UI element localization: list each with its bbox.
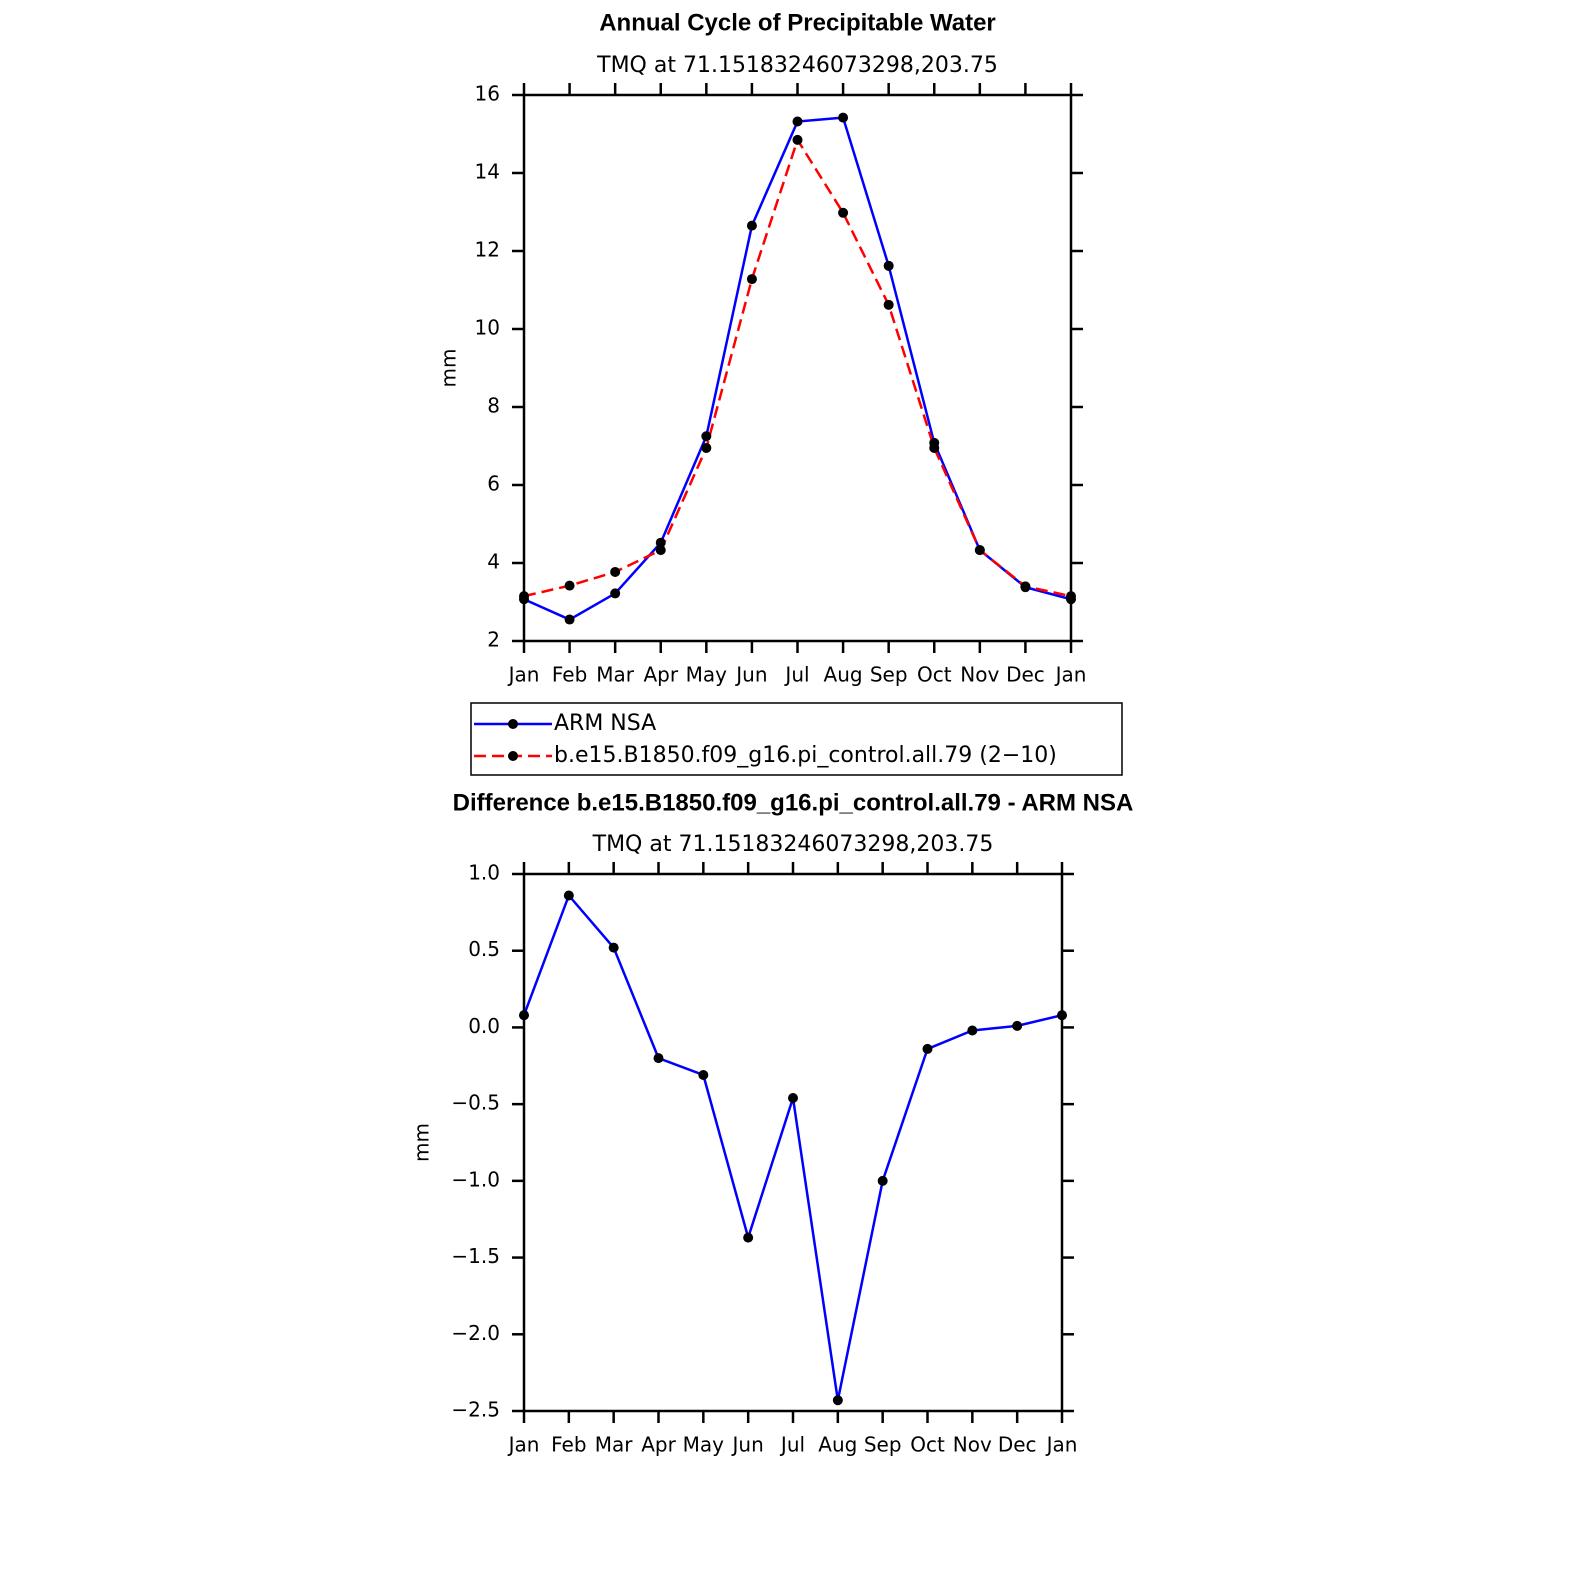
data-point <box>698 1069 709 1080</box>
x-tick-label: Aug <box>824 663 863 687</box>
data-point <box>883 299 894 310</box>
data-point <box>788 1093 798 1104</box>
y-axis-label: mm <box>410 1123 434 1162</box>
data-point <box>922 1043 933 1054</box>
x-tick-label: Dec <box>998 1433 1037 1457</box>
y-tick-label: 10 <box>475 316 500 340</box>
y-axis-label: mm <box>437 349 461 388</box>
data-point <box>838 207 849 218</box>
y-tick-label: 0.5 <box>468 937 500 961</box>
data-point <box>564 614 575 625</box>
data-point <box>974 545 985 556</box>
data-point <box>967 1025 978 1036</box>
data-point <box>746 274 757 285</box>
y-tick-label: −2.0 <box>451 1321 500 1345</box>
x-tick-label: Sep <box>864 1433 902 1457</box>
legend-label: ARM NSA <box>554 711 656 736</box>
data-point <box>1020 581 1031 592</box>
x-tick-label: Feb <box>552 663 587 687</box>
y-tick-label: −1.5 <box>451 1244 500 1268</box>
x-tick-label: Nov <box>953 1433 992 1457</box>
y-tick-label: −2.5 <box>451 1398 500 1422</box>
series-line <box>523 116 1072 621</box>
x-tick-label: May <box>683 1433 725 1457</box>
chart-title: Difference b.e15.B1850.f09_g16.pi_contro… <box>453 789 1134 816</box>
y-tick-label: 14 <box>475 160 500 184</box>
y-tick-label: 12 <box>475 238 500 262</box>
x-tick-label: Jun <box>734 663 767 687</box>
x-tick-label: Sep <box>870 663 908 687</box>
data-point <box>743 1232 754 1243</box>
series-line <box>523 136 1072 598</box>
y-tick-label: 8 <box>487 394 500 418</box>
data-point <box>792 116 803 127</box>
data-point <box>1012 1020 1023 1031</box>
series-line <box>522 893 1063 1401</box>
x-tick-label: Oct <box>910 1433 945 1457</box>
x-tick-label: Nov <box>960 663 999 687</box>
x-tick-label: Jan <box>507 663 540 687</box>
data-point <box>877 1175 888 1186</box>
data-point <box>746 220 757 231</box>
plot-frame <box>522 872 1064 1413</box>
legend-marker <box>508 719 518 729</box>
data-point <box>792 134 803 145</box>
y-tick-label: 0.0 <box>468 1014 500 1038</box>
data-point <box>610 566 621 577</box>
x-tick-label: Jul <box>783 663 809 687</box>
data-point <box>563 890 574 901</box>
data-point <box>929 442 940 453</box>
x-tick-label: Apr <box>643 663 678 687</box>
y-tick-label: 6 <box>487 472 500 496</box>
chart-subtitle: TMQ at 71.15183246073298,203.75 <box>592 832 994 857</box>
x-tick-label: Jun <box>731 1433 764 1457</box>
x-tick-label: Jan <box>1054 663 1087 687</box>
data-point <box>838 112 849 123</box>
x-tick-label: Jan <box>507 1433 540 1457</box>
data-point <box>655 545 666 556</box>
x-tick-label: May <box>686 663 728 687</box>
data-point <box>701 442 712 453</box>
data-point <box>610 588 621 599</box>
data-point <box>883 260 894 271</box>
x-tick-label: Feb <box>551 1433 586 1457</box>
legend-marker <box>508 751 518 761</box>
legend-label: b.e15.B1850.f09_g16.pi_control.all.79 (2… <box>554 743 1057 768</box>
y-tick-label: −1.0 <box>451 1167 500 1191</box>
y-tick-label: 16 <box>475 82 500 106</box>
data-point <box>608 942 619 953</box>
data-point <box>701 431 712 442</box>
x-tick-label: Mar <box>595 1433 634 1457</box>
x-tick-label: Mar <box>596 663 635 687</box>
data-point <box>653 1053 664 1064</box>
data-point <box>519 1010 529 1021</box>
data-point <box>519 591 529 602</box>
x-tick-label: Dec <box>1006 663 1045 687</box>
data-point <box>1057 1010 1067 1021</box>
data-point <box>832 1395 843 1406</box>
legend-box <box>470 702 1123 776</box>
y-tick-label: 4 <box>487 550 500 574</box>
chart-subtitle: TMQ at 71.15183246073298,203.75 <box>596 53 998 78</box>
y-tick-label: −0.5 <box>451 1091 500 1115</box>
x-tick-label: Aug <box>818 1433 857 1457</box>
data-point <box>564 580 575 591</box>
plot-frame <box>522 93 1073 643</box>
data-point <box>655 537 666 548</box>
x-tick-label: Jul <box>779 1433 805 1457</box>
chart-title: Annual Cycle of Precipitable Water <box>599 9 996 36</box>
data-point <box>1066 591 1076 602</box>
x-tick-label: Oct <box>917 663 952 687</box>
y-tick-label: 1.0 <box>468 861 500 885</box>
x-tick-label: Apr <box>641 1433 676 1457</box>
y-tick-label: 2 <box>487 628 500 652</box>
x-tick-label: Jan <box>1045 1433 1078 1457</box>
